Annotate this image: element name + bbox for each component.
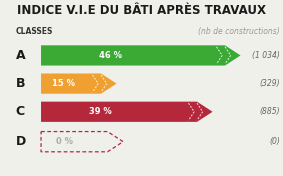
Text: (329): (329) xyxy=(260,79,280,88)
Text: A: A xyxy=(16,49,25,62)
Text: 0 %: 0 % xyxy=(56,137,73,146)
Polygon shape xyxy=(41,73,117,94)
Polygon shape xyxy=(41,102,213,122)
Text: 15 %: 15 % xyxy=(52,79,75,88)
Text: C: C xyxy=(16,105,25,118)
Text: B: B xyxy=(16,77,25,90)
Polygon shape xyxy=(41,45,241,65)
Text: (885): (885) xyxy=(260,107,280,116)
Text: (nb de constructions): (nb de constructions) xyxy=(198,27,280,36)
Text: CLASSES: CLASSES xyxy=(16,27,53,36)
Text: (1 034): (1 034) xyxy=(252,51,280,60)
Text: 46 %: 46 % xyxy=(99,51,123,60)
Text: 39 %: 39 % xyxy=(89,107,112,116)
Text: INDICE V.I.E DU BÂTI APRÈS TRAVAUX: INDICE V.I.E DU BÂTI APRÈS TRAVAUX xyxy=(17,4,266,17)
Text: (0): (0) xyxy=(269,137,280,146)
Text: D: D xyxy=(16,135,26,148)
